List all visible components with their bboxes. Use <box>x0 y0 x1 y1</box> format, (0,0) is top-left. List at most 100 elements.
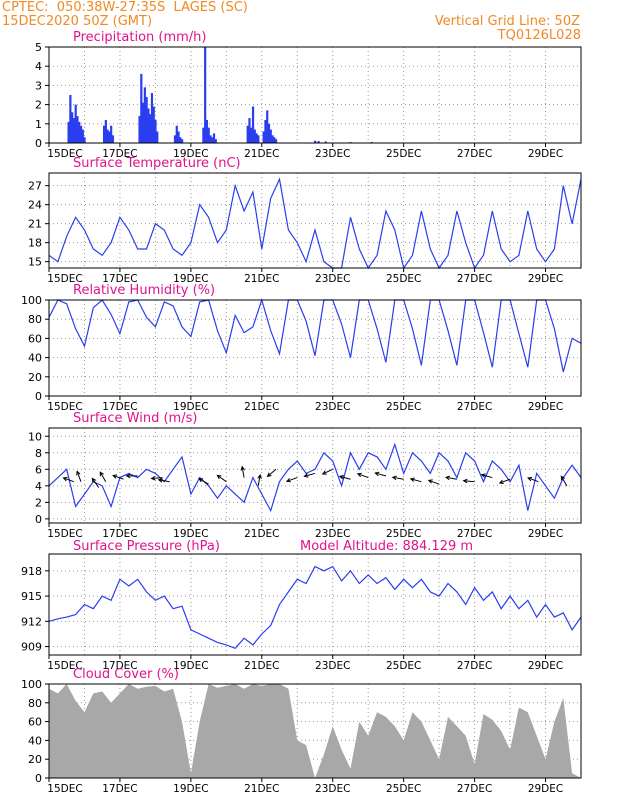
temp-frame <box>48 172 582 269</box>
precip-bar <box>202 127 205 143</box>
wind-vector-head <box>257 473 262 479</box>
run-date: 15DEC2020 50Z (GMT) <box>2 14 153 29</box>
wind-vector-head <box>150 475 156 481</box>
x-tick-label: 27DEC <box>457 528 492 540</box>
pres-frame <box>48 553 582 656</box>
y-tick-label: 4 <box>35 60 42 73</box>
x-tick-label: 29DEC <box>528 401 563 413</box>
wind-vector-head <box>157 478 163 483</box>
precip-title: Precipitation (mm/h) <box>73 30 206 45</box>
x-tick-label: 23DEC <box>315 783 350 795</box>
precip-bar <box>246 125 249 143</box>
y-tick-label: 40 <box>28 352 42 365</box>
x-tick-label: 15DEC <box>47 660 82 672</box>
precip-bar <box>209 135 212 143</box>
precip-bar <box>179 137 182 143</box>
x-tick-label: 15DEC <box>47 273 82 285</box>
precip-bar <box>149 114 152 143</box>
y-tick-label: 4 <box>35 480 42 493</box>
x-tick-label: 17DEC <box>102 148 137 160</box>
y-tick-label: 0 <box>35 137 42 150</box>
y-tick-label: 80 <box>28 313 42 326</box>
x-tick-label: 23DEC <box>315 148 350 160</box>
wind-vector <box>463 480 475 483</box>
x-tick-label: 21DEC <box>244 401 279 413</box>
y-tick-label: 20 <box>28 371 42 384</box>
y-tick-label: 15 <box>28 256 42 269</box>
precip-bar <box>150 93 154 143</box>
y-tick-label: 915 <box>21 590 42 603</box>
precip-bar <box>76 116 79 143</box>
x-tick-label: 21DEC <box>244 273 279 285</box>
precip-bar <box>156 131 159 143</box>
x-tick-label: 29DEC <box>528 660 563 672</box>
precip-bar <box>273 137 276 143</box>
precip-bar <box>267 123 271 143</box>
wind-vector-head <box>62 476 68 482</box>
station-info: CPTEC: 050:38W-27:35S LAGES (SC) <box>2 0 248 15</box>
wind-vector-head <box>560 475 565 481</box>
precip-bar <box>274 139 278 143</box>
precip-bar <box>205 119 209 143</box>
x-tick-label: 19DEC <box>173 273 208 285</box>
wind-vector-head <box>240 465 245 471</box>
y-tick-label: 100 <box>21 678 42 691</box>
x-tick-label: 19DEC <box>173 148 208 160</box>
precip-bar <box>147 108 150 143</box>
precip-bar <box>74 104 77 143</box>
precip-bar <box>262 131 265 143</box>
wind-vector <box>560 476 568 487</box>
x-tick-label: 25DEC <box>386 273 421 285</box>
wind-vector-head <box>91 477 97 483</box>
y-tick-label: 912 <box>21 615 42 628</box>
x-tick-label: 25DEC <box>386 783 421 795</box>
y-tick-label: 60 <box>28 332 42 345</box>
precip-bar <box>67 121 70 143</box>
precip-bar <box>269 129 272 143</box>
wind-vector-head <box>356 472 362 478</box>
wind-vector-head <box>285 478 291 483</box>
y-tick-label: 40 <box>28 734 42 747</box>
precip-bar <box>71 112 74 143</box>
x-tick-label: 17DEC <box>102 273 137 285</box>
y-tick-label: 2 <box>35 496 42 509</box>
y-tick-label: 21 <box>28 218 42 231</box>
precip-bar <box>324 141 327 143</box>
y-tick-label: 0 <box>35 772 42 785</box>
wind-vector <box>158 479 170 483</box>
y-tick-label: 100 <box>21 294 42 307</box>
wind-vector-head <box>216 474 222 480</box>
pres-title: Surface Pressure (hPa) <box>73 539 220 554</box>
x-tick-label: 27DEC <box>457 401 492 413</box>
temp-title: Surface Temperature (nC) <box>73 156 241 171</box>
y-tick-label: 24 <box>28 199 42 212</box>
wind-vector <box>112 474 124 480</box>
precip-bar <box>251 106 255 143</box>
wind-vector-head <box>527 476 533 482</box>
precip-bar <box>255 133 258 143</box>
precip-bar <box>175 125 178 143</box>
x-tick-label: 25DEC <box>386 660 421 672</box>
precip-bar <box>173 135 177 143</box>
grid-line-note: Vertical Grid Line: 50Z <box>434 14 580 29</box>
precip-bar <box>204 47 207 143</box>
wind-vector <box>357 473 369 479</box>
wind-vector-head <box>374 471 380 477</box>
wind-vector <box>217 474 227 483</box>
y-tick-label: 3 <box>35 79 42 92</box>
wind-vector-head <box>303 473 309 478</box>
wind-vector <box>428 479 440 485</box>
wind-vector-head <box>391 475 397 481</box>
x-tick-label: 29DEC <box>528 273 563 285</box>
x-tick-label: 15DEC <box>47 783 82 795</box>
precip-bar <box>314 140 317 143</box>
precip-bar <box>211 137 214 143</box>
x-tick-label: 27DEC <box>457 783 492 795</box>
x-tick-label: 19DEC <box>173 783 208 795</box>
cloud-cover-area <box>49 684 581 778</box>
wind-series-line <box>48 442 582 513</box>
wind-vector <box>63 477 74 483</box>
y-tick-label: 1 <box>35 118 42 131</box>
wind-vector <box>499 478 511 484</box>
x-tick-label: 17DEC <box>102 528 137 540</box>
